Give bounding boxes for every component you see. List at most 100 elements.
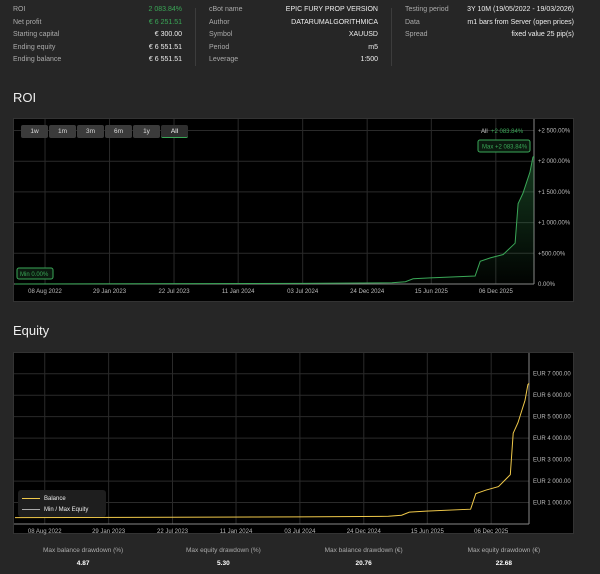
roi-chart[interactable]: 08 Aug 2022 29 Jan 2023 22 Jul 2023 11 Jan … (14, 119, 575, 303)
x-tick-label: 15 Jun 2025 (411, 529, 445, 535)
summary-row: Ending equity € 6 551.51 (13, 42, 182, 55)
stat-value: 20.76 (355, 560, 372, 567)
x-tick-label: 24 Dec 2024 (347, 529, 382, 535)
summary-row: Starting capital € 300.00 (13, 29, 182, 42)
x-tick-label: 22 Jul 2023 (159, 289, 191, 295)
summary-value: DATARUMALGORITHMICA (291, 18, 378, 26)
roi-title: ROI (13, 90, 37, 105)
summary-value: 3Y 10M (19/05/2022 - 19/03/2026) (467, 6, 574, 13)
y-tick-label: +2 000.00% (538, 159, 571, 165)
balance-line (14, 383, 530, 519)
drawdown-stats: Max balance drawdown (%) 4.87 Max equity d… (13, 547, 574, 567)
summary-row: Spread fixed value 25 pip(s) (405, 29, 574, 42)
equity-legend: Balance Min / Max Equity (18, 490, 106, 517)
range-button-6m[interactable]: 6m (105, 125, 132, 138)
x-tick-label: 11 Jan 2024 (222, 289, 255, 295)
summary-row: Author DATARUMALGORITHMICA (209, 17, 378, 30)
legend-min-max-equity[interactable]: Min / Max Equity (22, 504, 102, 515)
stat-label: Max equity drawdown (%) (185, 547, 261, 554)
y-tick-label: +2 500.00% (538, 129, 571, 135)
range-button-1w[interactable]: 1w (21, 125, 48, 138)
x-tick-label: 06 Dec 2025 (474, 529, 509, 535)
y-tick-label: EUR 4 000.00 (533, 436, 571, 442)
range-button-all[interactable]: All (161, 125, 188, 138)
all-value: +2 083.84% (491, 129, 524, 135)
stat-item: Max equity drawdown (%) 5.30 (153, 547, 293, 567)
summary-label: Net profit (13, 18, 42, 26)
roi-line (14, 155, 535, 285)
stat-item: Max equity drawdown (€) 22.68 (434, 547, 574, 567)
summary-label: Data (405, 18, 420, 26)
y-tick-label: +1 000.00% (538, 221, 571, 227)
stat-item: Max balance drawdown (€) 20.76 (294, 547, 434, 567)
divider (391, 8, 392, 66)
roi-area (15, 156, 534, 284)
summary-row: ROI 2 083.84% (13, 4, 182, 17)
stat-label: Max balance drawdown (%) (43, 547, 124, 554)
x-tick-label: 11 Jan 2024 (220, 529, 253, 535)
summary-label: ROI (13, 6, 26, 13)
y-tick-label: EUR 2 000.00 (533, 479, 571, 485)
summary-header: ROI 2 083.84% Net profit € 6 251.51 Starting… (13, 4, 574, 66)
legend-balance[interactable]: Balance (22, 493, 102, 504)
x-tick-label: 06 Dec 2025 (479, 289, 514, 295)
y-tick-label: +1 500.00% (538, 190, 571, 196)
summary-label: Spread (405, 31, 428, 38)
x-tick-label: 08 Aug 2022 (28, 289, 62, 295)
equity-title: Equity (13, 323, 50, 338)
min-label: Min 0.00% (20, 272, 49, 278)
x-tick-label: 22 Jul 2023 (157, 529, 189, 535)
stat-value: 5.30 (217, 560, 230, 567)
range-button-1y[interactable]: 1y (133, 125, 160, 138)
summary-col-test: Testing period 3Y 10M (19/05/2022 - 19/03… (405, 4, 574, 66)
x-tick-label: 29 Jan 2023 (93, 289, 127, 295)
summary-col-results: ROI 2 083.84% Net profit € 6 251.51 Starting… (13, 4, 182, 66)
y-tick-label: EUR 7 000.00 (533, 372, 571, 378)
all-label: All (481, 129, 488, 135)
y-tick-label: EUR 5 000.00 (533, 415, 571, 421)
x-tick-label: 29 Jan 2023 (92, 529, 126, 535)
max-badge (477, 139, 531, 153)
stat-label: Max balance drawdown (€) (324, 547, 403, 554)
x-tick-label: 08 Aug 2022 (28, 529, 62, 535)
max-label: Max +2 083.84% (482, 145, 528, 151)
y-tick-label: 0.00% (538, 282, 556, 288)
summary-label: Ending balance (13, 56, 62, 63)
y-tick-label: EUR 1 000.00 (533, 501, 571, 507)
summary-row: Data m1 bars from Server (open prices) (405, 17, 574, 30)
summary-value: € 6 551.51 (148, 43, 182, 51)
stat-value: 4.87 (76, 560, 90, 567)
summary-row: Period m5 (209, 42, 378, 55)
range-button-3m[interactable]: 3m (77, 125, 104, 138)
range-selector: 1w 1m 3m 6m 1y All (21, 125, 188, 138)
roi-chart-panel: 08 Aug 2022 29 Jan 2023 22 Jul 2023 11 Jan … (13, 118, 574, 302)
summary-label: Leverage (209, 56, 239, 63)
summary-label: Symbol (209, 31, 233, 38)
summary-label: Testing period (405, 6, 449, 13)
stat-item: Max balance drawdown (%) 4.87 (13, 547, 153, 567)
y-tick-label: EUR 6 000.00 (533, 393, 571, 399)
stat-label: Max equity drawdown (€) (467, 547, 541, 554)
summary-row: Symbol XAUUSD (209, 29, 378, 42)
divider (195, 8, 196, 66)
summary-label: Period (209, 43, 230, 51)
summary-row: Net profit € 6 251.51 (13, 17, 182, 30)
x-tick-label: 03 Jul 2024 (284, 529, 316, 535)
x-tick-label: 24 Dec 2024 (350, 289, 385, 295)
summary-value: EPIC FURY PROP VERSION (285, 6, 378, 13)
equity-chart-panel: 08 Aug 2022 29 Jan 2023 22 Jul 2023 11 Jan … (13, 352, 574, 535)
summary-value: € 300.00 (154, 31, 182, 38)
legend-label: Balance (44, 495, 66, 502)
summary-value: 2 083.84% (148, 6, 182, 13)
x-tick-label: 15 Jun 2025 (415, 289, 449, 295)
summary-label: cBot name (209, 6, 243, 13)
summary-col-bot: cBot name EPIC FURY PROP VERSION Author DAT… (209, 4, 378, 66)
summary-row: Ending balance € 6 551.51 (13, 54, 182, 67)
summary-label: Ending equity (13, 43, 56, 51)
y-tick-label: +500.00% (538, 251, 566, 257)
summary-label: Starting capital (13, 31, 60, 38)
summary-value: € 6 551.51 (148, 56, 182, 63)
summary-value: m1 bars from Server (open prices) (467, 18, 574, 26)
range-button-1m[interactable]: 1m (49, 125, 76, 138)
x-tick-label: 03 Jul 2024 (287, 289, 319, 295)
